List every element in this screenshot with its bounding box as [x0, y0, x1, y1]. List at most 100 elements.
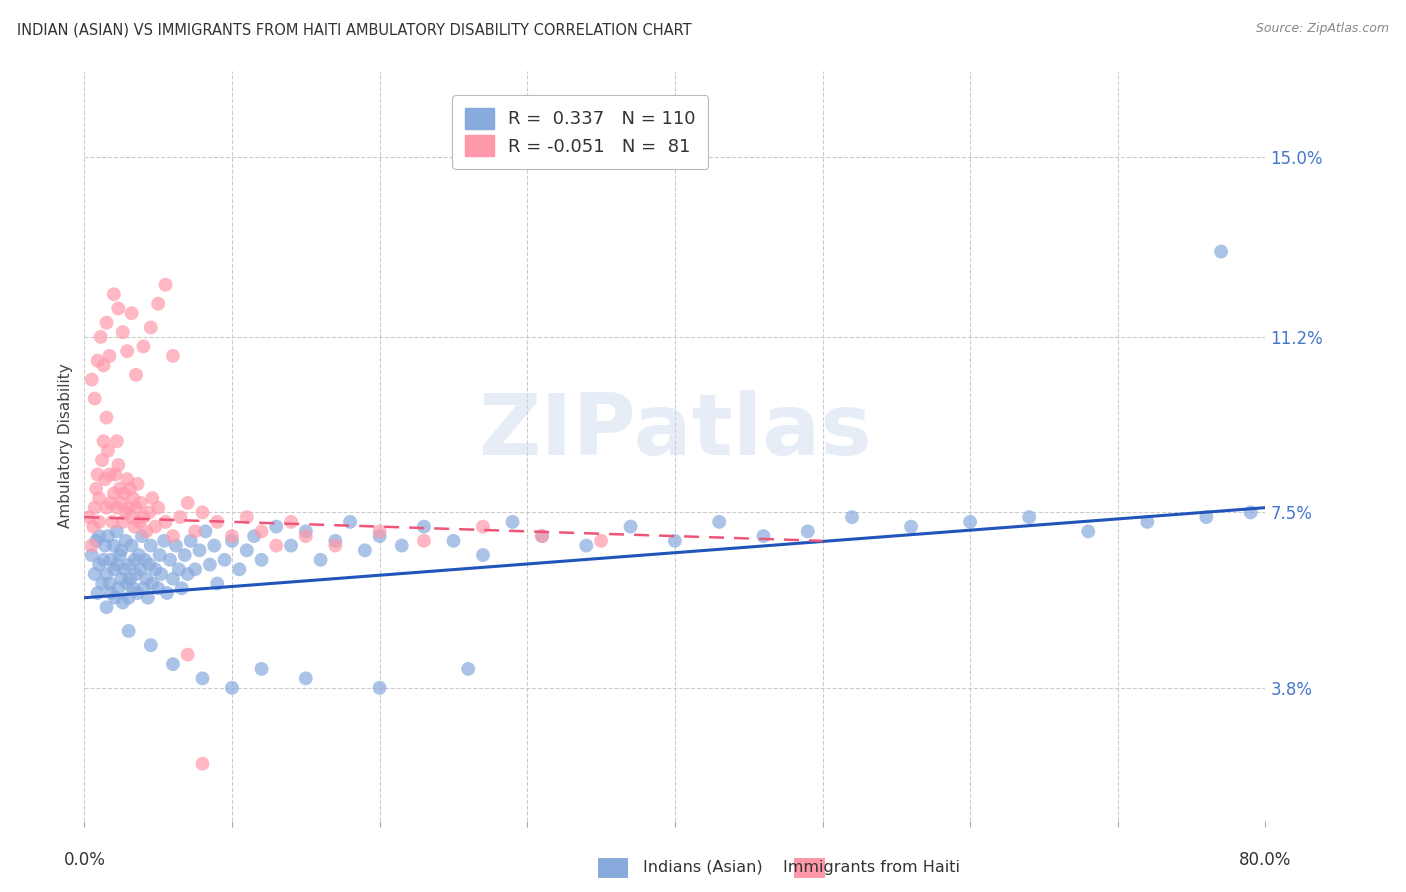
Point — [125, 368, 148, 382]
Point — [121, 539, 143, 553]
Point — [93, 434, 115, 449]
Point — [80, 373, 103, 387]
Point — [368, 524, 391, 539]
Point — [103, 562, 125, 576]
Point — [94, 539, 117, 553]
Point — [132, 510, 155, 524]
Point — [368, 681, 391, 695]
Point — [118, 591, 141, 605]
Point — [118, 624, 141, 638]
Point — [107, 458, 129, 472]
Point — [122, 491, 145, 505]
Point — [143, 519, 166, 533]
Point — [148, 581, 170, 595]
Point — [125, 500, 148, 515]
Point — [115, 576, 138, 591]
Point — [170, 581, 193, 595]
Point — [221, 533, 243, 548]
Point — [141, 576, 163, 591]
Point — [115, 344, 138, 359]
Point — [138, 505, 160, 519]
Point — [87, 491, 111, 505]
Text: Immigrants from Haiti: Immigrants from Haiti — [783, 860, 960, 874]
Point — [108, 482, 131, 496]
Text: Indians (Asian): Indians (Asian) — [643, 860, 763, 874]
Point — [900, 519, 922, 533]
Point — [84, 533, 107, 548]
Point — [107, 301, 129, 316]
Point — [110, 496, 132, 510]
Point — [98, 349, 121, 363]
Point — [105, 500, 128, 515]
Point — [207, 515, 229, 529]
Point — [236, 543, 259, 558]
Point — [105, 558, 128, 572]
Point — [77, 510, 100, 524]
Point — [150, 567, 173, 582]
Point — [120, 572, 142, 586]
Point — [443, 533, 465, 548]
Point — [107, 581, 129, 595]
Point — [149, 548, 172, 562]
Point — [83, 567, 105, 582]
Point — [111, 595, 134, 609]
Point — [80, 548, 103, 562]
Point — [101, 515, 124, 529]
Point — [368, 529, 391, 543]
Point — [198, 558, 221, 572]
Point — [83, 500, 105, 515]
Point — [111, 325, 134, 339]
Point — [111, 515, 134, 529]
Point — [143, 562, 166, 576]
Point — [531, 529, 554, 543]
Point — [1077, 524, 1099, 539]
Point — [1211, 244, 1233, 259]
Point — [591, 533, 613, 548]
Point — [104, 467, 127, 482]
Text: Source: ZipAtlas.com: Source: ZipAtlas.com — [1256, 22, 1389, 36]
Point — [177, 496, 200, 510]
Point — [124, 519, 146, 533]
Point — [162, 529, 184, 543]
Point — [132, 339, 155, 353]
Point — [280, 539, 302, 553]
Point — [135, 572, 157, 586]
Point — [191, 756, 214, 771]
Point — [236, 510, 259, 524]
Point — [620, 519, 643, 533]
Point — [135, 524, 157, 539]
Text: INDIAN (ASIAN) VS IMMIGRANTS FROM HAITI AMBULATORY DISABILITY CORRELATION CHART: INDIAN (ASIAN) VS IMMIGRANTS FROM HAITI … — [17, 22, 692, 37]
Point — [339, 515, 361, 529]
Point — [138, 558, 160, 572]
Point — [98, 576, 121, 591]
Point — [165, 539, 187, 553]
Point — [90, 330, 112, 344]
Text: ZIPatlas: ZIPatlas — [478, 390, 872, 473]
Point — [141, 491, 163, 505]
Point — [105, 434, 128, 449]
Point — [191, 672, 214, 686]
Point — [139, 638, 162, 652]
Point — [91, 576, 114, 591]
Point — [82, 519, 104, 533]
Point — [134, 553, 156, 567]
Point — [93, 359, 115, 373]
Point — [118, 558, 141, 572]
Point — [87, 558, 111, 572]
Point — [86, 586, 108, 600]
Point — [96, 500, 118, 515]
Point — [243, 529, 266, 543]
Point — [841, 510, 863, 524]
Point — [100, 586, 122, 600]
Point — [153, 533, 176, 548]
Point — [156, 586, 179, 600]
Point — [207, 576, 229, 591]
Point — [457, 662, 479, 676]
Text: 0.0%: 0.0% — [63, 851, 105, 869]
Point — [83, 392, 105, 406]
Point — [129, 496, 152, 510]
Point — [391, 539, 413, 553]
Point — [122, 581, 145, 595]
Point — [531, 529, 554, 543]
Point — [159, 553, 181, 567]
